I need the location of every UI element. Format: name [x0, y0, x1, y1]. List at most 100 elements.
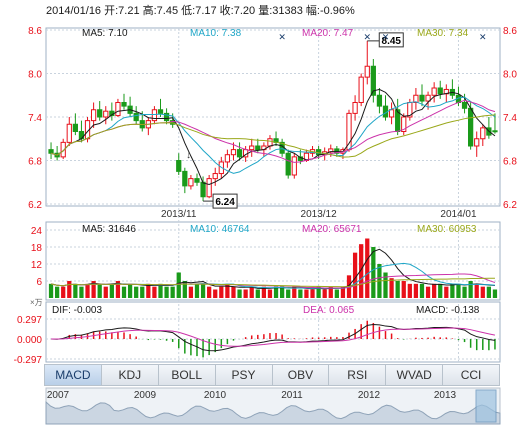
price-tick-left: 7.4 [28, 113, 42, 124]
macd-tick: -0.297 [14, 355, 43, 366]
candle-body [364, 65, 370, 78]
volume-bar [474, 283, 479, 298]
volume-bar [261, 286, 267, 298]
candle-body [72, 123, 78, 132]
volume-bar [310, 289, 315, 298]
candle-body [376, 94, 383, 107]
volume-bar [188, 286, 194, 298]
volume-bar [152, 286, 157, 298]
volume-tick: 18 [31, 243, 43, 254]
volume-bar [480, 286, 485, 298]
volume-bar [279, 286, 285, 298]
volume-bar [73, 283, 78, 298]
volume-bar [194, 283, 200, 298]
volume-bar [200, 283, 206, 298]
volume-bar [401, 281, 406, 298]
timeline-year: 2013 [434, 390, 457, 401]
volume-bar [413, 283, 419, 298]
tab-obv[interactable]: OBV [272, 364, 330, 386]
macd-tick: 0.000 [17, 335, 42, 346]
volume-bar [164, 286, 169, 298]
tab-wvad[interactable]: WVAD [386, 364, 444, 386]
volume-bars [48, 238, 498, 298]
macd-legend: MACD: -0.138 [416, 305, 480, 316]
candle-body [176, 160, 182, 172]
candle-body [121, 102, 127, 107]
volume-bar [286, 289, 291, 298]
tab-psy[interactable]: PSY [215, 364, 273, 386]
timeline-year: 2011 [281, 390, 303, 401]
volume-unit: ×万 [30, 298, 43, 307]
price-tick-right: 8.6 [503, 26, 517, 37]
candle-body [224, 154, 231, 163]
volume-bar [273, 286, 279, 298]
volume-bar [444, 286, 449, 298]
volume-bar [456, 283, 461, 298]
volume-bar [182, 281, 187, 298]
volume-bar [115, 281, 121, 298]
volume-bar [492, 289, 498, 298]
volume-bar [103, 286, 108, 298]
volume-bar [425, 286, 431, 298]
volume-bar [304, 289, 309, 298]
volume-bar [334, 289, 339, 298]
volume-bar [237, 289, 242, 298]
volume-bar [170, 286, 175, 298]
candle-body [419, 94, 425, 102]
volume-tick: 12 [31, 260, 43, 271]
price-ma-line [50, 114, 496, 158]
candle-body [425, 94, 431, 102]
candle-body [437, 87, 443, 95]
price-tick-right: 8.0 [503, 70, 517, 81]
candle-body [230, 149, 237, 156]
timeline-navigator[interactable]: 2007 2009 2010 2011 2012 2013 [45, 387, 501, 425]
candle-body [401, 116, 407, 132]
volume-bar [79, 286, 84, 298]
price-ma-line [50, 88, 496, 185]
candle-body [492, 130, 498, 133]
candle-body [200, 181, 206, 198]
candle-body [370, 65, 376, 96]
volume-bar [316, 286, 321, 298]
candle-body [212, 173, 218, 180]
tab-boll[interactable]: BOLL [158, 364, 216, 386]
volume-bar [438, 283, 443, 298]
candle-body [90, 109, 97, 122]
candle-body [163, 112, 170, 122]
volume-bar [383, 272, 388, 298]
tab-cci[interactable]: CCI [443, 364, 500, 386]
volume-bar [328, 286, 333, 298]
volume-bar [255, 289, 260, 298]
tab-rsi[interactable]: RSI [329, 364, 387, 386]
price-ma-line [50, 96, 496, 174]
timeline-overview [45, 400, 501, 425]
volume-bar [486, 286, 492, 298]
volume-bar [213, 289, 218, 298]
dea-line [51, 327, 496, 347]
date-tick: 2013/12 [301, 209, 338, 220]
volume-ma-line [50, 277, 495, 288]
candle-body [115, 102, 121, 117]
candle-body [97, 109, 103, 118]
volume-bar [407, 283, 412, 298]
tab-kdj[interactable]: KDJ [101, 364, 159, 386]
candle-body [358, 76, 364, 103]
candle-body [480, 127, 486, 140]
candle-body [388, 109, 395, 118]
date-tick: 2013/11 [161, 209, 197, 220]
candle-body [431, 87, 437, 96]
low-label: 6.24 [215, 197, 235, 208]
volume-ma-legend: MA5: 31646 [82, 224, 136, 235]
candle-body [133, 112, 139, 122]
price-ma-legend: MA5: 7.10 [82, 28, 128, 39]
event-marker-icon: ✕ [382, 32, 390, 42]
volume-bar [292, 286, 297, 298]
candle-body [66, 123, 72, 143]
high-label-box [378, 32, 404, 48]
volume-ma-legend: MA30: 60953 [417, 224, 477, 235]
ohlc-header: 2014/01/16 开:7.21 高:7.45 低:7.17 收:7.20 量… [46, 3, 355, 17]
price-ma-legend: MA10: 7.38 [190, 28, 242, 39]
timeline-window-handle [475, 389, 497, 423]
tab-macd[interactable]: MACD [44, 364, 102, 386]
volume-bar [352, 252, 358, 298]
